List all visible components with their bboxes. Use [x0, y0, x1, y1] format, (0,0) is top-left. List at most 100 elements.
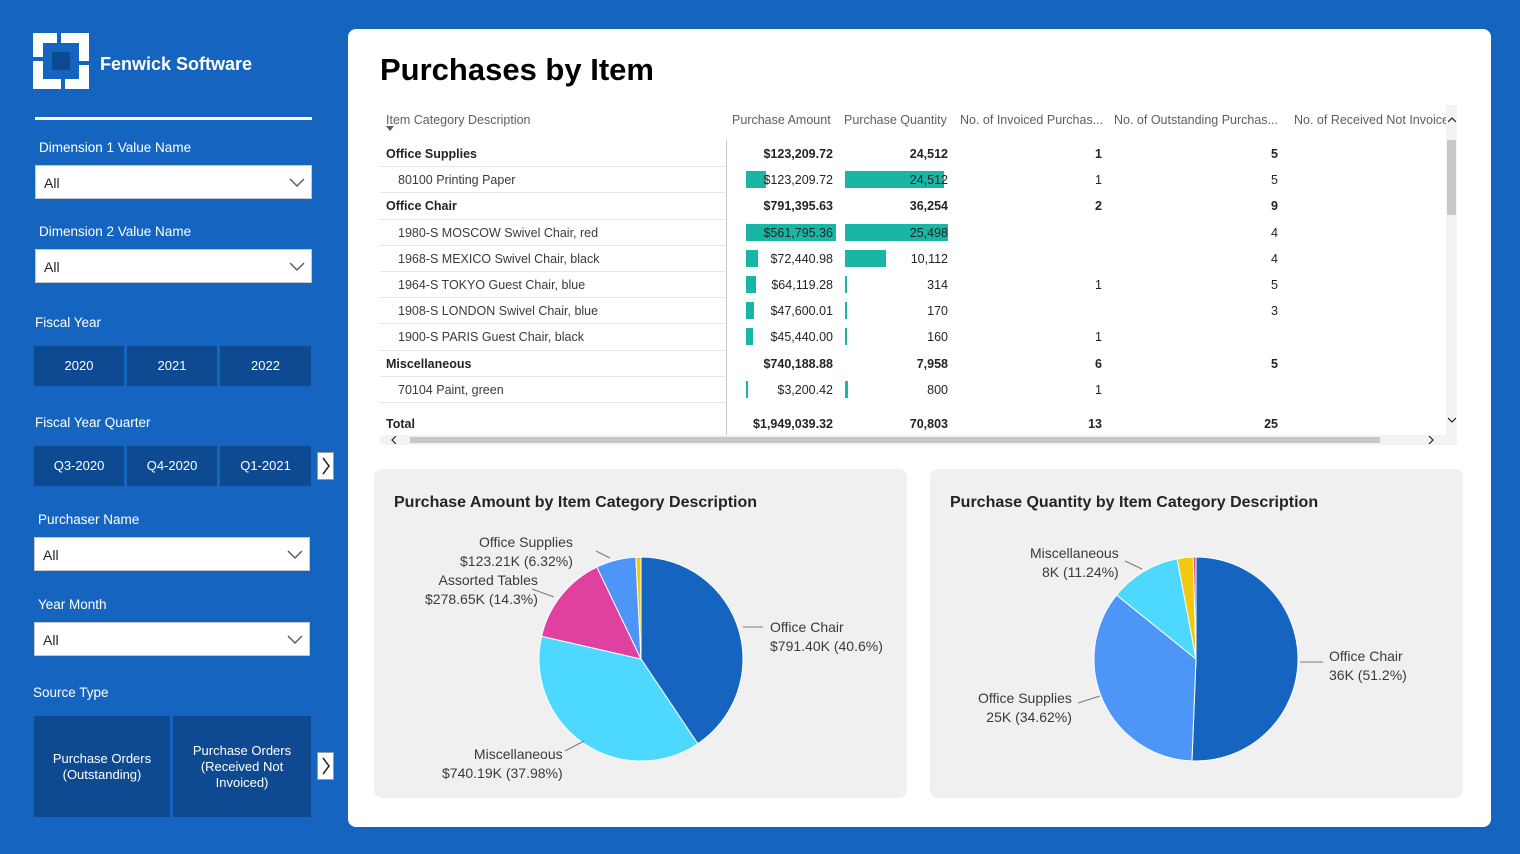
item-row[interactable]: 80100 Printing Paper $123,209.72 24,512 1 5: [380, 167, 1445, 193]
dim1-dropdown[interactable]: All: [35, 165, 312, 199]
quantity-data-bar: [845, 328, 847, 346]
year-month-dropdown[interactable]: All: [34, 622, 310, 656]
item-row[interactable]: 1908-S LONDON Swivel Chair, blue $47,600.…: [380, 298, 1445, 324]
quantity-cell: 170: [927, 304, 948, 319]
pie-slice-value: 36K (51.2%): [1329, 667, 1407, 683]
quarter-next-button[interactable]: [317, 452, 334, 480]
purchaser-label: Purchaser Name: [38, 512, 140, 527]
total-invoiced: 13: [1088, 417, 1102, 431]
row-divider: [380, 218, 725, 220]
row-divider: [380, 192, 725, 194]
header-item-category-label: Item Category Description: [386, 113, 531, 127]
row-divider: [380, 323, 725, 325]
quarter-tile-q1-2021[interactable]: Q1-2021: [220, 446, 311, 486]
header-invoiced[interactable]: No. of Invoiced Purchas...: [954, 105, 1104, 140]
pie-slice[interactable]: [1192, 556, 1197, 660]
pie-slice-label: Assorted Tables $278.65K (14.3%): [425, 571, 538, 609]
pie-slice[interactable]: [1093, 594, 1197, 762]
item-row[interactable]: 1900-S PARIS Guest Chair, black $45,440.0…: [380, 324, 1445, 350]
quantity-cell: 24,512: [909, 147, 948, 161]
year-month-value: All: [43, 632, 59, 648]
year-month-label: Year Month: [38, 597, 107, 612]
quarter-tile-q4-2020[interactable]: Q4-2020: [127, 446, 217, 486]
item-name: 1900-S PARIS Guest Chair, black: [398, 330, 584, 345]
pie-slice-name: Miscellaneous: [473, 746, 563, 762]
amount-pie-chart[interactable]: [374, 469, 907, 798]
item-row[interactable]: 1980-S MOSCOW Swivel Chair, red $561,795.…: [380, 220, 1445, 246]
purchases-matrix[interactable]: Item Category Description Purchase Amoun…: [380, 105, 1457, 445]
vertical-scrollbar[interactable]: [1446, 105, 1457, 435]
total-amount: $1,949,039.32: [753, 417, 833, 431]
total-row: Total $1,949,039.32 70,803 13 25: [380, 411, 1445, 437]
source-tile-outstanding[interactable]: Purchase Orders (Outstanding): [34, 716, 170, 817]
pie-slice-value: $278.65K (14.3%): [425, 591, 538, 607]
chevron-up-icon[interactable]: [1448, 117, 1456, 123]
chevron-right-icon[interactable]: [1428, 436, 1434, 444]
source-tile-received-not-invoiced[interactable]: Purchase Orders (Received Not Invoiced): [173, 716, 311, 817]
pie-slice-name: Miscellaneous: [1030, 545, 1119, 561]
row-divider: [380, 402, 725, 403]
page-title: Purchases by Item: [380, 52, 654, 87]
header-received-not-invoiced[interactable]: No. of Received Not Invoice: [1288, 105, 1448, 140]
item-row[interactable]: 70104 Paint, green $3,200.42 800 1: [380, 377, 1445, 403]
chevron-down-icon[interactable]: [1448, 417, 1456, 423]
quantity-pie-title: Purchase Quantity by Item Category Descr…: [950, 494, 1319, 511]
quantity-cell: 10,112: [910, 251, 948, 266]
fiscal-year-tile-2022[interactable]: 2022: [220, 346, 311, 386]
category-row[interactable]: Office Supplies $123,209.72 24,512 1 5: [380, 141, 1445, 167]
outstanding-cell: 5: [1271, 278, 1278, 292]
pie-slice[interactable]: [1191, 556, 1299, 762]
pie-slice-label: Office Chair $791.40K (40.6%): [770, 618, 883, 656]
category-row[interactable]: Office Chair $791,395.63 36,254 2 9: [380, 193, 1445, 219]
item-row[interactable]: 1968-S MEXICO Swivel Chair, black $72,440…: [380, 246, 1445, 272]
quantity-data-bar: [845, 171, 945, 189]
pie-slice[interactable]: [635, 556, 642, 660]
pie-slice-value: $791.40K (40.6%): [770, 638, 883, 654]
amount-cell: $3,200.42: [777, 382, 833, 397]
purchaser-dropdown[interactable]: All: [34, 537, 310, 571]
quantity-pie-chart[interactable]: [930, 469, 1463, 798]
quantity-data-bar: [845, 302, 847, 320]
fiscal-year-tile-2021[interactable]: 2021: [127, 346, 217, 386]
pie-slice[interactable]: [538, 635, 699, 762]
category-row[interactable]: Miscellaneous $740,188.88 7,958 6 5: [380, 351, 1445, 377]
purchaser-value: All: [43, 547, 59, 563]
header-item-category[interactable]: Item Category Description: [380, 105, 725, 140]
amount-data-bar: [746, 249, 758, 267]
horizontal-scroll-thumb[interactable]: [410, 437, 1380, 443]
item-row[interactable]: 1964-S TOKYO Guest Chair, blue $64,119.28…: [380, 272, 1445, 298]
header-purchase-amount[interactable]: Purchase Amount: [726, 105, 834, 140]
header-outstanding[interactable]: No. of Outstanding Purchas...: [1108, 105, 1284, 140]
fiscal-year-tile-2020[interactable]: 2020: [34, 346, 124, 386]
quarter-tile-q3-2020[interactable]: Q3-2020: [34, 446, 124, 486]
item-name: 1980-S MOSCOW Swivel Chair, red: [398, 225, 599, 240]
horizontal-scrollbar[interactable]: [380, 435, 1457, 445]
chevron-left-icon[interactable]: [391, 436, 397, 444]
source-next-button[interactable]: [317, 752, 334, 780]
pie-leader-line: [531, 588, 555, 598]
item-name: 1968-S MEXICO Swivel Chair, black: [398, 251, 600, 266]
pie-leader-line: [595, 550, 611, 559]
pie-slice-value: 8K (11.24%): [1041, 564, 1119, 580]
pie-slice[interactable]: [540, 566, 642, 660]
pie-slice-label: Office Supplies $123.21K (6.32%): [460, 533, 573, 571]
invoiced-cell: 1: [1095, 147, 1102, 161]
pie-slice-label: Office Chair 36K (51.2%): [1329, 647, 1407, 685]
quantity-cell: 36,254: [909, 199, 948, 214]
pie-slice-label: Miscellaneous $740.19K (37.98%): [442, 745, 563, 783]
dim2-dropdown[interactable]: All: [35, 249, 312, 283]
pie-slice[interactable]: [1115, 558, 1197, 661]
item-name: 70104 Paint, green: [398, 382, 504, 397]
row-divider: [380, 166, 725, 168]
invoiced-cell: 6: [1095, 356, 1102, 371]
amount-cell: $740,188.88: [763, 356, 833, 371]
amount-data-bar: [746, 171, 766, 189]
total-outstanding: 25: [1264, 417, 1278, 431]
vertical-scroll-thumb[interactable]: [1447, 140, 1456, 215]
header-purchase-quantity[interactable]: Purchase Quantity: [838, 105, 950, 140]
pie-slice-value: 25K (34.62%): [986, 709, 1072, 725]
amount-cell: $45,440.00: [770, 330, 833, 345]
total-qty: 70,803: [909, 417, 948, 431]
pie-slice-name: Assorted Tables: [438, 572, 538, 588]
sort-desc-icon: [386, 126, 394, 131]
